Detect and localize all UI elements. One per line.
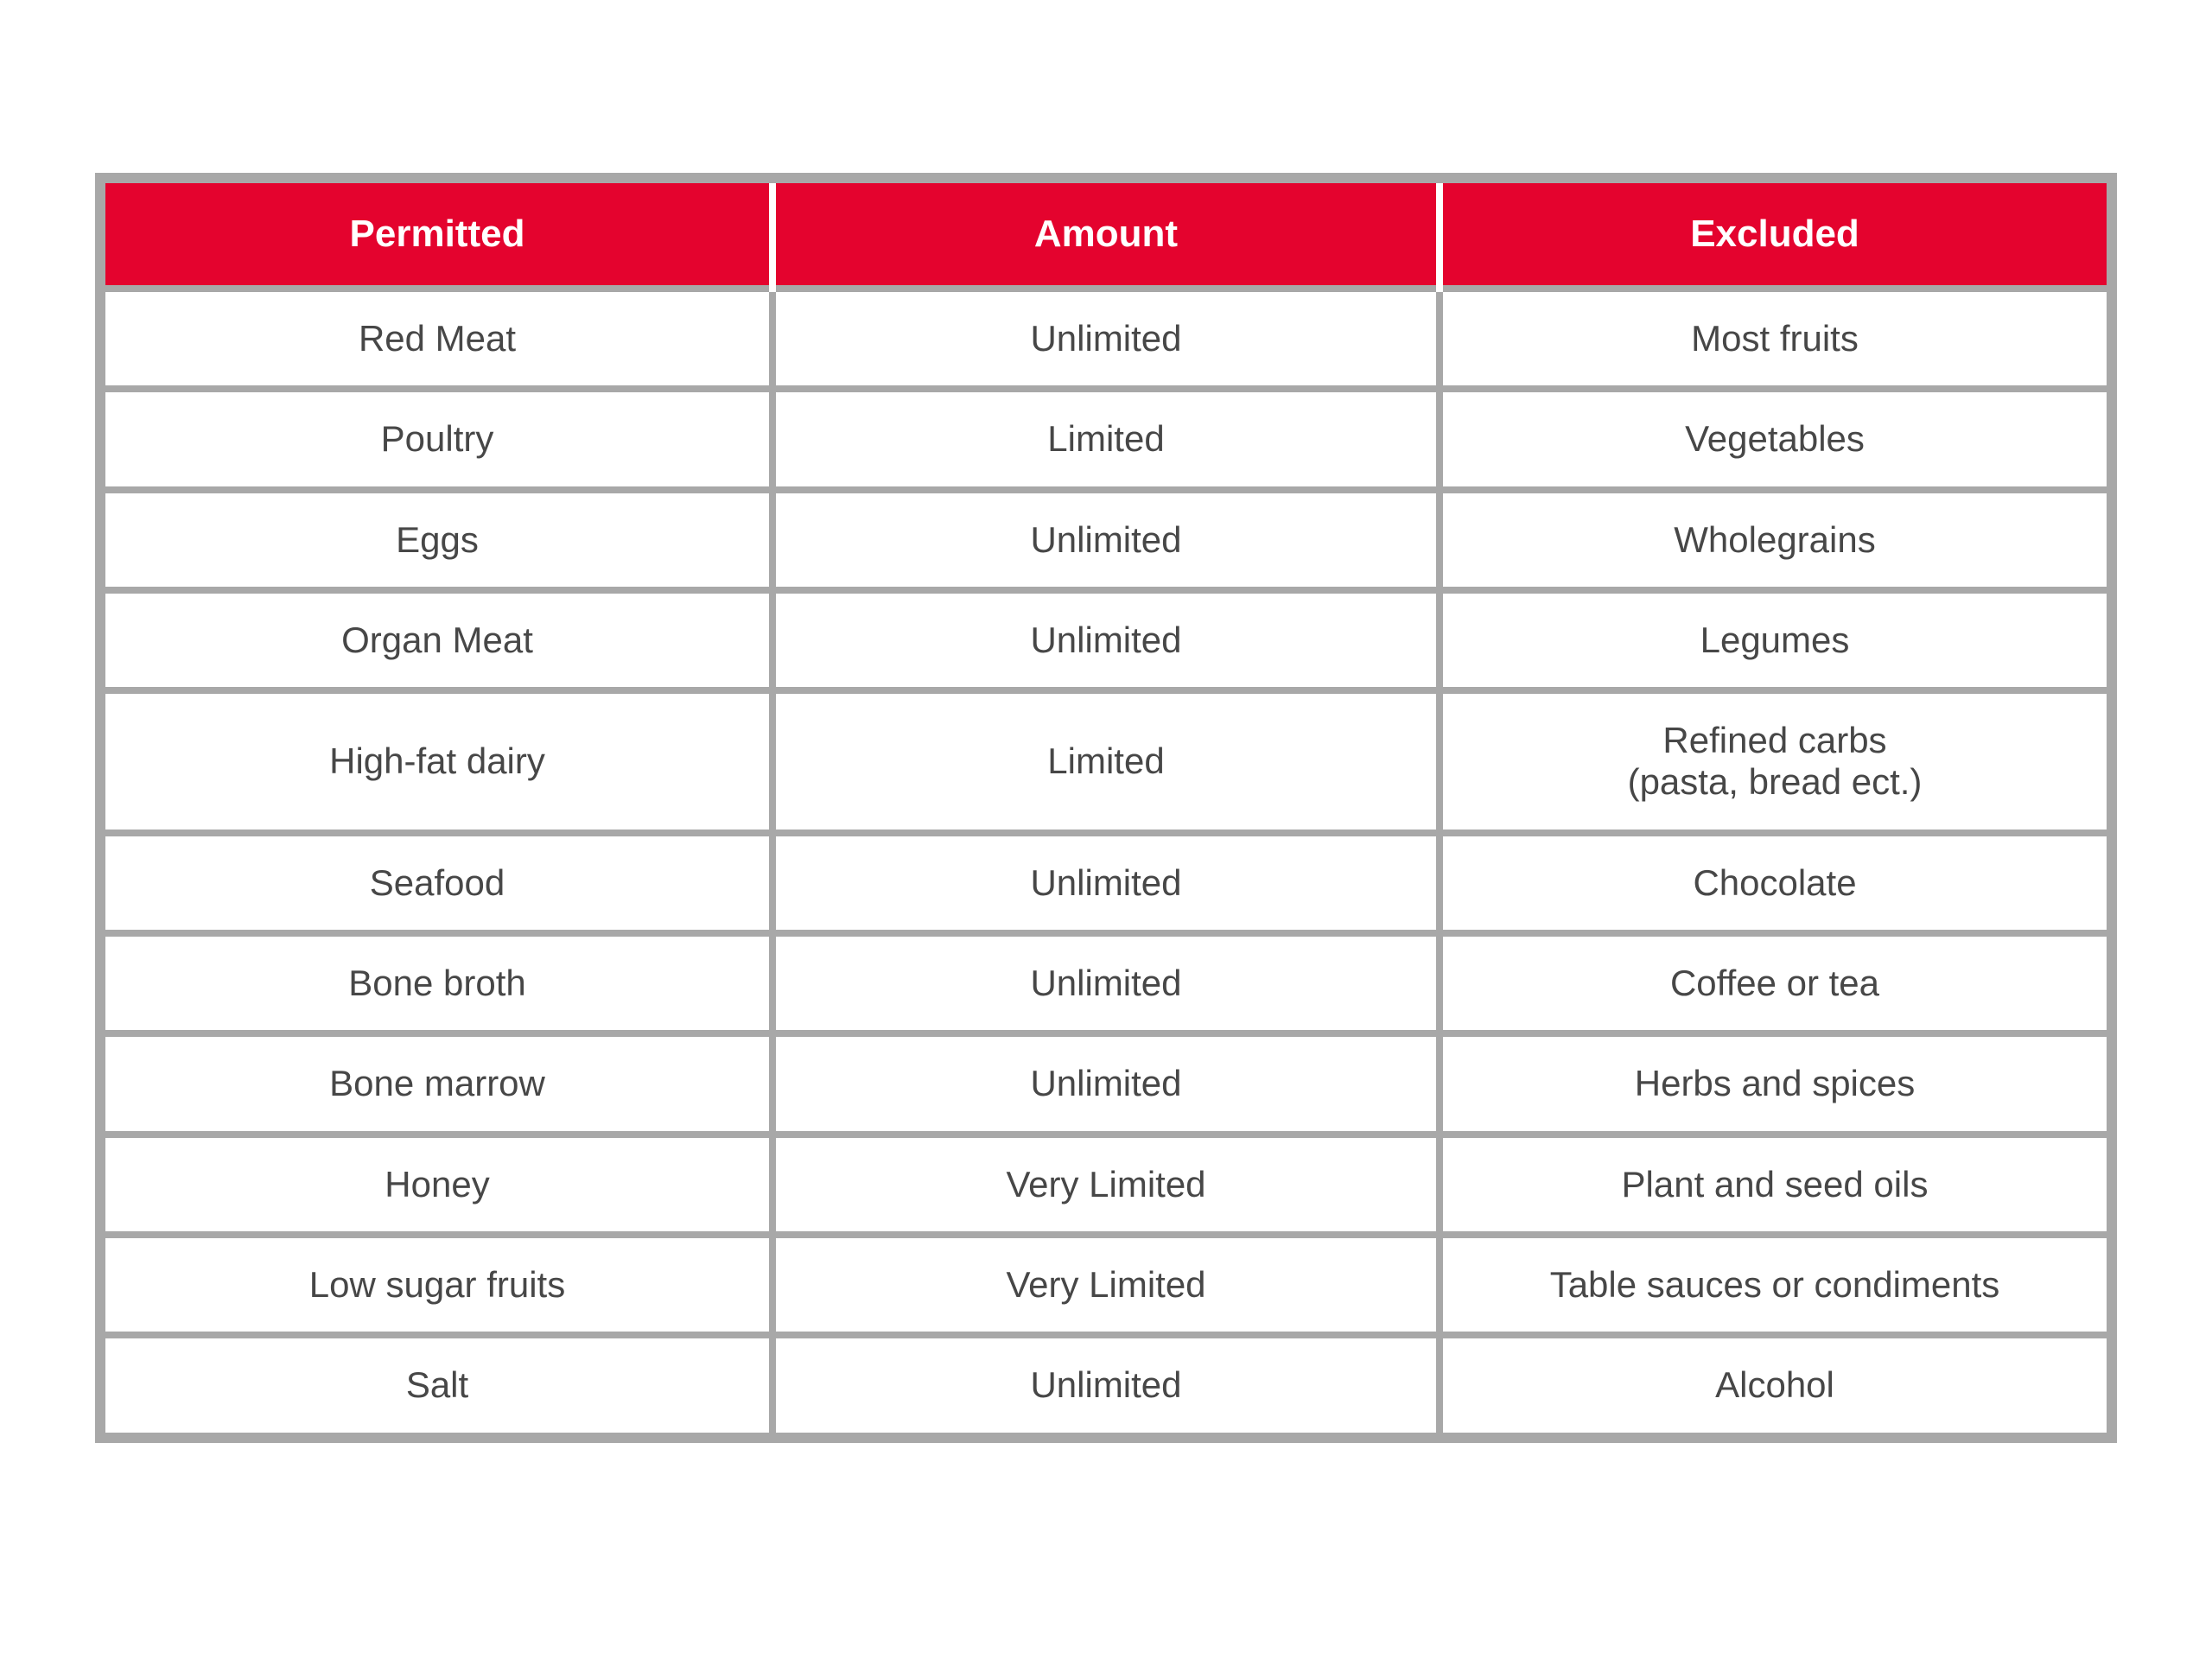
cell-permitted: Organ Meat: [105, 590, 772, 690]
cell-excluded: Coffee or tea: [1440, 933, 2107, 1033]
cell-excluded: Plant and seed oils: [1440, 1135, 2107, 1235]
cell-amount: Unlimited: [772, 490, 1440, 590]
cell-amount: Unlimited: [772, 289, 1440, 389]
cell-amount: Unlimited: [772, 933, 1440, 1033]
cell-amount: Unlimited: [772, 833, 1440, 933]
cell-amount: Limited: [772, 389, 1440, 489]
cell-excluded: Refined carbs(pasta, bread ect.): [1440, 690, 2107, 833]
cell-excluded: Vegetables: [1440, 389, 2107, 489]
table-head: Permitted Amount Excluded: [105, 183, 2107, 289]
table-row: Bone broth Unlimited Coffee or tea: [105, 933, 2107, 1033]
cell-excluded: Herbs and spices: [1440, 1033, 2107, 1134]
page: Permitted Amount Excluded Red Meat Unlim…: [0, 0, 2212, 1659]
col-header-permitted: Permitted: [105, 183, 772, 289]
table-row: Eggs Unlimited Wholegrains: [105, 490, 2107, 590]
cell-excluded: Most fruits: [1440, 289, 2107, 389]
cell-amount: Limited: [772, 690, 1440, 833]
table-row: Low sugar fruits Very Limited Table sauc…: [105, 1235, 2107, 1335]
table-row: Honey Very Limited Plant and seed oils: [105, 1135, 2107, 1235]
table-row: Organ Meat Unlimited Legumes: [105, 590, 2107, 690]
cell-permitted: Red Meat: [105, 289, 772, 389]
table-row: High-fat dairy Limited Refined carbs(pas…: [105, 690, 2107, 833]
table-body: Red Meat Unlimited Most fruits Poultry L…: [105, 289, 2107, 1433]
cell-permitted: Bone broth: [105, 933, 772, 1033]
table-row: Salt Unlimited Alcohol: [105, 1335, 2107, 1432]
cell-amount: Very Limited: [772, 1135, 1440, 1235]
table-row: Poultry Limited Vegetables: [105, 389, 2107, 489]
cell-amount: Unlimited: [772, 1335, 1440, 1432]
diet-table: Permitted Amount Excluded Red Meat Unlim…: [105, 183, 2107, 1433]
col-header-amount: Amount: [772, 183, 1440, 289]
cell-permitted: Low sugar fruits: [105, 1235, 772, 1335]
cell-amount: Unlimited: [772, 590, 1440, 690]
table-row: Bone marrow Unlimited Herbs and spices: [105, 1033, 2107, 1134]
header-row: Permitted Amount Excluded: [105, 183, 2107, 289]
diet-table-wrap: Permitted Amount Excluded Red Meat Unlim…: [95, 173, 2117, 1443]
cell-permitted: Salt: [105, 1335, 772, 1432]
cell-permitted: Eggs: [105, 490, 772, 590]
cell-amount: Very Limited: [772, 1235, 1440, 1335]
cell-amount: Unlimited: [772, 1033, 1440, 1134]
table-row: Seafood Unlimited Chocolate: [105, 833, 2107, 933]
cell-permitted: Honey: [105, 1135, 772, 1235]
cell-excluded: Table sauces or condiments: [1440, 1235, 2107, 1335]
table-row: Red Meat Unlimited Most fruits: [105, 289, 2107, 389]
cell-excluded: Legumes: [1440, 590, 2107, 690]
cell-permitted: Seafood: [105, 833, 772, 933]
cell-permitted: Bone marrow: [105, 1033, 772, 1134]
cell-excluded: Alcohol: [1440, 1335, 2107, 1432]
cell-excluded: Chocolate: [1440, 833, 2107, 933]
cell-excluded: Wholegrains: [1440, 490, 2107, 590]
cell-permitted: High-fat dairy: [105, 690, 772, 833]
cell-permitted: Poultry: [105, 389, 772, 489]
col-header-excluded: Excluded: [1440, 183, 2107, 289]
